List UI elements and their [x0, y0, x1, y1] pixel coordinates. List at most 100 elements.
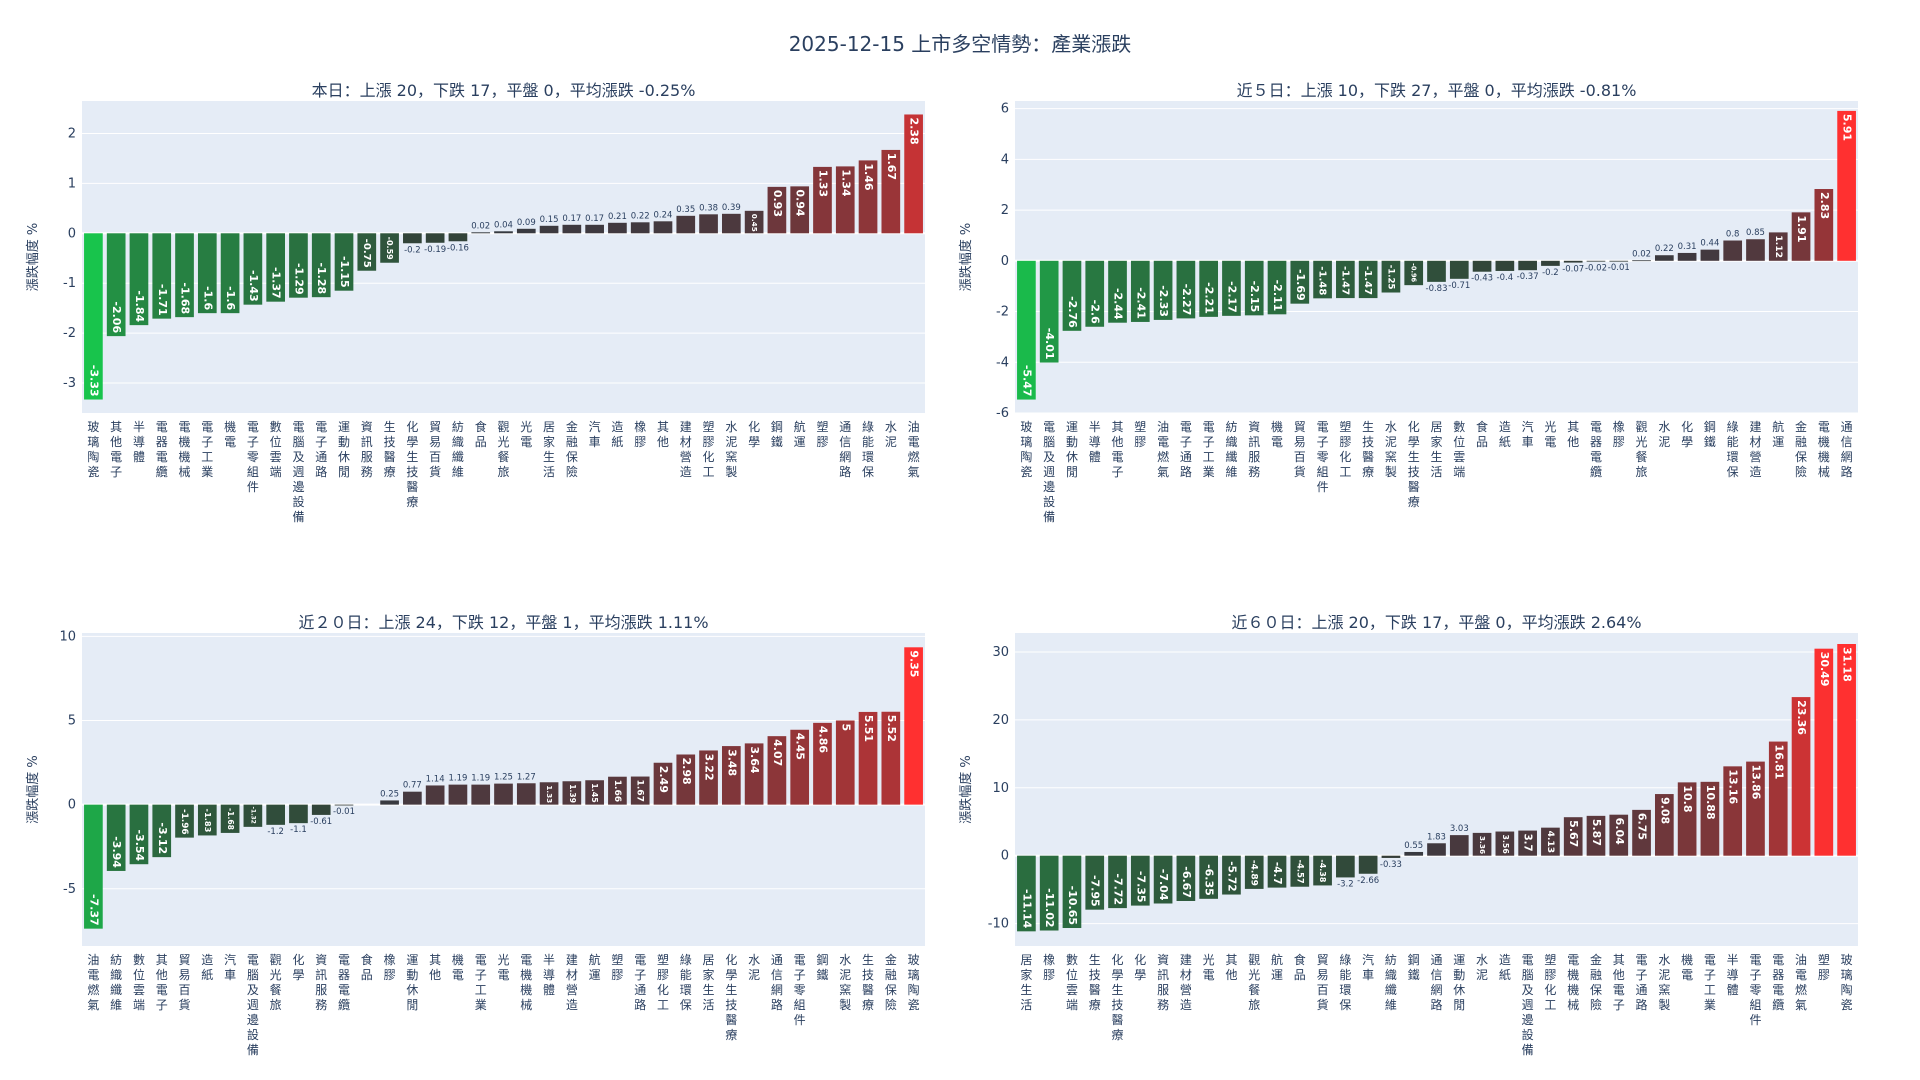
x-tick-label: 化學 [748, 420, 760, 449]
bar [106, 804, 126, 871]
bar [1404, 851, 1424, 856]
x-tick-label: 電腦及週邊設備 [292, 420, 304, 524]
bar-value-label: 10.8 [1681, 785, 1694, 812]
bar-value-label: -1.48 [1317, 266, 1328, 295]
x-tick-label: 資訊服務 [1248, 420, 1260, 479]
x-tick-label: 塑膠化工 [1544, 952, 1556, 1012]
bar [220, 233, 240, 314]
bar [266, 233, 286, 302]
bar [790, 186, 810, 234]
x-tick-label: 光電 [497, 953, 509, 982]
bar [425, 785, 445, 805]
bar-value-label: 0.02 [1632, 249, 1651, 259]
bar [1586, 815, 1606, 856]
bar-value-label: 31.18 [1841, 647, 1854, 682]
x-tick-label: 化學生技醫療 [406, 420, 418, 509]
bar-value-label: 0.39 [722, 203, 741, 213]
bar [767, 736, 787, 805]
x-tick-label: 機電 [1681, 952, 1693, 982]
x-tick-label: 食品 [361, 952, 373, 982]
bar-value-label: -1.68 [179, 282, 192, 314]
bar-value-label: 3.22 [703, 753, 716, 780]
bar [1449, 260, 1469, 279]
y-tick-label: 1 [68, 176, 76, 191]
panel-2: 近５日：上漲 10，下跌 27，平盤 0，平均漲跌 -0.81% -6 -4 -2 0 2… [958, 81, 1858, 524]
x-tick-label: 貿易百貨 [1317, 953, 1329, 1012]
bar-value-label: 1.45 [590, 783, 599, 802]
bar [1768, 232, 1788, 261]
x-tick-label: 水泥窯製 [839, 953, 851, 1012]
x-tick-label: 鋼鐵 [1408, 953, 1420, 982]
x-tick-label: 生技醫療 [1362, 420, 1374, 479]
bar [334, 804, 354, 806]
x-tick-label: 油電燃氣 [87, 953, 99, 1012]
bar-value-label: -6.67 [1180, 866, 1193, 898]
bar-value-label: -0.71 [1448, 281, 1470, 291]
x-tick-label: 電器電纜 [1590, 420, 1602, 479]
x-tick-label: 金融保險 [1590, 952, 1602, 1012]
bar [1495, 260, 1515, 271]
x-tick-label: 居家生活 [543, 420, 555, 479]
bar-value-label: 1.19 [471, 774, 490, 784]
bar-value-label: -0.33 [1380, 860, 1402, 870]
bar [152, 233, 172, 319]
x-tick-label: 電機機械 [1818, 420, 1830, 479]
bar-value-label: 2.98 [680, 757, 693, 784]
bar [1244, 855, 1264, 889]
x-tick-label: 電子零組件 [1317, 420, 1329, 494]
bar [84, 804, 103, 929]
bar-value-label: -3.12 [156, 822, 169, 854]
x-tick-label: 貿易百貨 [429, 420, 441, 479]
bar [1222, 855, 1241, 895]
bar [289, 233, 308, 298]
bar-value-label: -0.16 [447, 243, 469, 253]
bar-value-label: -1.6 [201, 286, 214, 310]
bar-value-label: 4.13 [1545, 831, 1555, 853]
x-tick-label: 機電 [224, 419, 236, 449]
bar-value-label: -0.75 [361, 239, 372, 268]
bar [1632, 260, 1651, 262]
bar-value-label: -0.07 [1562, 265, 1584, 275]
bar-value-label: -1.29 [292, 263, 305, 295]
bar-value-label: 0.17 [562, 214, 581, 224]
x-tick-label: 電機機械 [1567, 953, 1579, 1012]
bar-value-label: -7.95 [1089, 875, 1102, 907]
bar [562, 224, 582, 234]
x-tick-label: 綠能環保 [1727, 420, 1739, 479]
bar-value-label: 0.09 [517, 218, 536, 228]
bar-value-label: 10.88 [1704, 785, 1717, 820]
bar-value-label: 5.67 [1567, 820, 1580, 847]
x-tick-label: 橡膠 [634, 420, 646, 449]
bar-value-label: 13.16 [1727, 769, 1740, 804]
bar [1404, 260, 1424, 286]
bar [1427, 260, 1446, 282]
bar-value-label: 3.48 [725, 749, 738, 776]
bar-value-label: 1.14 [426, 774, 445, 784]
bar [175, 804, 194, 838]
bar [1313, 855, 1332, 886]
bar [516, 783, 536, 805]
x-tick-label: 數位雲端 [270, 420, 282, 479]
y-axis-label: 漲跌幅度 % [958, 755, 974, 824]
y-tick-label: -4 [996, 355, 1009, 370]
bar [1700, 781, 1720, 856]
x-tick-label: 觀光餐旅 [1636, 420, 1648, 479]
x-tick-label: 塑膠 [816, 419, 828, 449]
x-tick-label: 建材營造 [1180, 953, 1192, 1012]
x-tick-label: 電腦及週邊設備 [1522, 953, 1534, 1057]
bar [1267, 260, 1287, 315]
bar-value-label: -1.96 [179, 809, 189, 835]
x-tick-label: 光電 [1203, 953, 1215, 982]
x-tick-label: 電機機械 [520, 953, 532, 1012]
bar-value-label: -2.06 [110, 301, 123, 333]
bar-value-label: 1.34 [839, 169, 852, 196]
x-tick-label: 橡膠 [384, 953, 396, 982]
x-tick-label: 電器電纜 [338, 953, 350, 1012]
bar-value-label: -2.15 [1248, 281, 1261, 313]
x-tick-label: 紡織纖維 [110, 952, 122, 1012]
bar-value-label: 0.55 [1404, 841, 1423, 851]
bar-value-label: 4.45 [794, 733, 807, 760]
x-tick-label: 汽車 [589, 419, 601, 449]
bar-value-label: -0.43 [1471, 274, 1493, 284]
